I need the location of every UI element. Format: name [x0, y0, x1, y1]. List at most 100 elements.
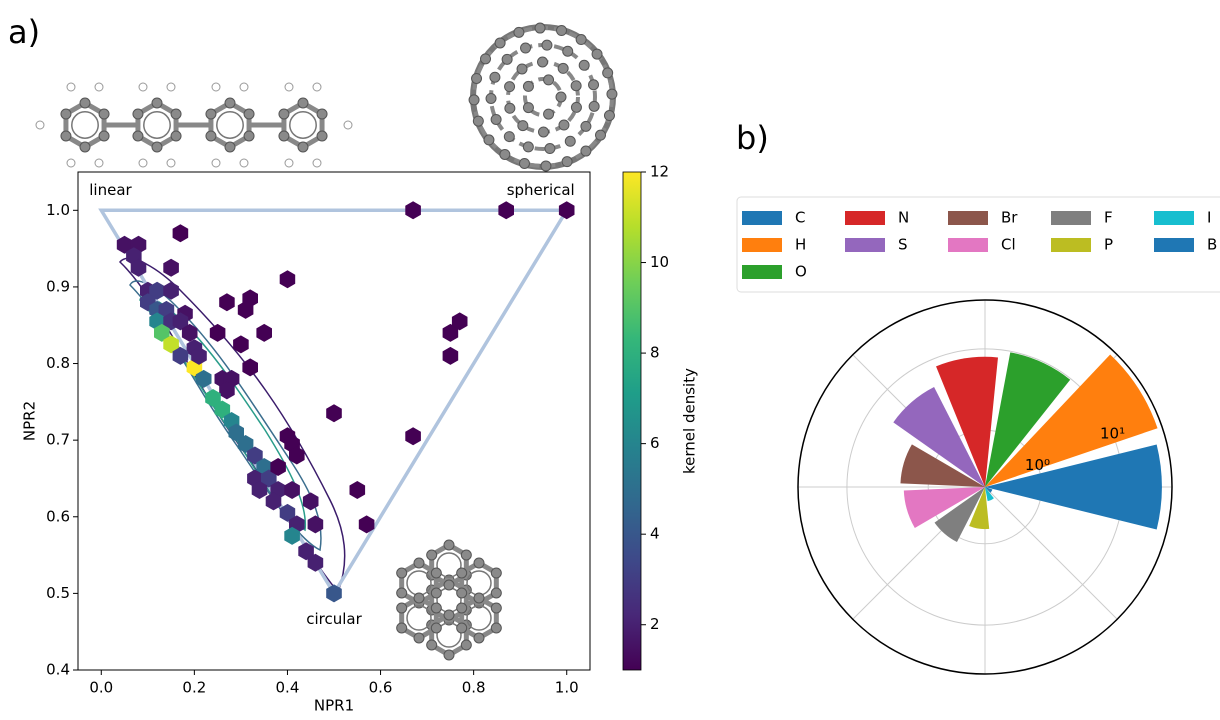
- atom: [491, 588, 501, 598]
- atom: [521, 43, 531, 53]
- legend-label: I: [1207, 209, 1211, 227]
- hexbin-cell: [256, 324, 272, 342]
- legend-label: B: [1207, 236, 1217, 254]
- y-tick-label: 0.5: [46, 584, 70, 602]
- atom: [99, 131, 109, 141]
- legend-swatch: [948, 211, 988, 225]
- atom: [541, 161, 551, 171]
- atom: [80, 142, 90, 152]
- y-tick-label: 0.8: [46, 354, 70, 372]
- y-tick-label: 0.9: [46, 277, 70, 295]
- aromatic-ring: [407, 571, 431, 595]
- atom: [431, 588, 441, 598]
- atom: [484, 135, 494, 145]
- h-atom: [95, 159, 103, 167]
- legend-label: S: [898, 236, 908, 254]
- legend-label: N: [898, 209, 909, 227]
- atom: [491, 623, 501, 633]
- atom: [317, 109, 327, 119]
- legend-swatch: [1051, 238, 1091, 252]
- atom: [414, 558, 424, 568]
- hexbin-cell: [405, 201, 421, 219]
- atom: [544, 75, 554, 85]
- atom: [133, 131, 143, 141]
- atom: [571, 102, 581, 112]
- aromatic-ring: [467, 571, 491, 595]
- atom: [457, 623, 467, 633]
- colorbar-tick-label: 8: [650, 344, 660, 362]
- atom: [461, 640, 471, 650]
- atom: [581, 146, 591, 156]
- atom: [461, 550, 471, 560]
- atom: [427, 640, 437, 650]
- atom: [61, 131, 71, 141]
- atom: [490, 72, 500, 82]
- atom: [397, 623, 407, 633]
- atom: [491, 114, 501, 124]
- legend-swatch: [1051, 211, 1091, 225]
- atom: [397, 568, 407, 578]
- atom: [152, 98, 162, 108]
- atom: [486, 93, 496, 103]
- atom: [152, 142, 162, 152]
- x-axis-label: NPR1: [314, 697, 354, 715]
- x-tick-label: 0.6: [369, 679, 393, 697]
- h-atom: [67, 159, 75, 167]
- legend-label: P: [1104, 236, 1113, 254]
- atom: [505, 103, 515, 113]
- colorbar-label: kernel density: [681, 368, 699, 474]
- atom: [607, 89, 617, 99]
- atom: [538, 57, 548, 67]
- atom: [523, 81, 533, 91]
- vertex-label: linear: [89, 181, 132, 199]
- radial-tick-label: 10⁰: [1025, 456, 1050, 474]
- y-axis-label: NPR2: [21, 401, 39, 441]
- h-atom: [285, 83, 293, 91]
- atom: [298, 98, 308, 108]
- h-atom: [313, 159, 321, 167]
- vertex-label: circular: [306, 610, 362, 628]
- atom: [206, 109, 216, 119]
- y-tick-label: 0.6: [46, 507, 70, 525]
- aromatic-ring: [72, 112, 98, 138]
- atom: [427, 550, 437, 560]
- atom: [225, 142, 235, 152]
- atom: [317, 131, 327, 141]
- atom: [491, 603, 501, 613]
- hexbin-cell: [280, 270, 296, 288]
- atom: [519, 158, 529, 168]
- atom: [556, 92, 566, 102]
- atom: [206, 131, 216, 141]
- aromatic-ring: [217, 112, 243, 138]
- atom: [397, 588, 407, 598]
- h-atom: [95, 83, 103, 91]
- atom: [565, 136, 575, 146]
- hexbin-cell: [405, 427, 421, 445]
- legend-label: O: [795, 263, 807, 281]
- atom: [244, 109, 254, 119]
- atom: [523, 103, 533, 113]
- h-atom: [240, 159, 248, 167]
- radial-tick-label: 10¹: [1100, 425, 1125, 443]
- legend-label: Cl: [1001, 236, 1016, 254]
- legend-swatch: [742, 238, 782, 252]
- atom: [491, 568, 501, 578]
- h-atom: [139, 83, 147, 91]
- aromatic-ring: [407, 606, 431, 630]
- h-atom: [212, 159, 220, 167]
- h-atom: [167, 159, 175, 167]
- hexbin-cell: [163, 259, 179, 277]
- hexbin-cell: [284, 481, 300, 499]
- atom: [535, 23, 545, 33]
- atom: [504, 132, 514, 142]
- atom: [444, 650, 454, 660]
- x-tick-label: 1.0: [555, 679, 579, 697]
- atom: [457, 603, 467, 613]
- atom: [171, 131, 181, 141]
- h-atom: [212, 83, 220, 91]
- legend-label: H: [795, 236, 806, 254]
- atom: [538, 127, 548, 137]
- h-atom: [67, 83, 75, 91]
- h-atom: [344, 121, 352, 129]
- legend-swatch: [1154, 211, 1194, 225]
